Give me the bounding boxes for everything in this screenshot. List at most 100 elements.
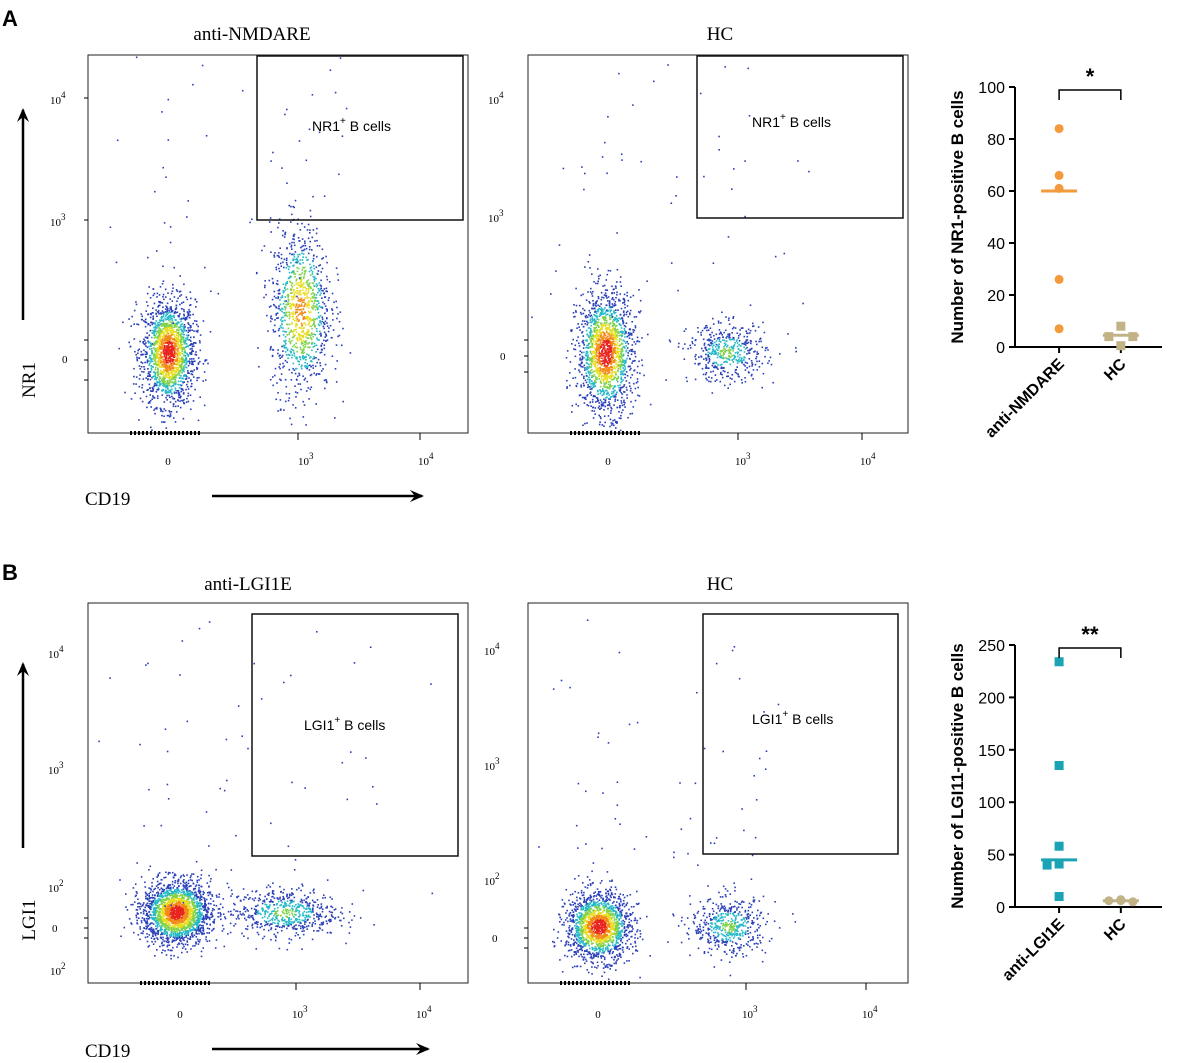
event-dot: [169, 317, 171, 319]
event-dot: [291, 371, 293, 374]
event-dot: [622, 361, 625, 363]
event-dot: [164, 356, 167, 359]
event-dot: [582, 356, 584, 359]
event-dot: [604, 373, 606, 375]
event-dot: [177, 337, 179, 340]
event-dot: [614, 385, 617, 388]
event-dot: [626, 305, 629, 307]
event-dot: [619, 405, 621, 407]
event-dot: [604, 371, 607, 373]
event-dot: [713, 334, 715, 337]
event-dot: [265, 293, 267, 296]
event-dot: [156, 381, 159, 384]
event-dot: [180, 328, 182, 331]
event-dot: [183, 283, 185, 286]
event-dot: [314, 305, 316, 308]
event-dot: [613, 303, 616, 305]
event-dot: [168, 364, 171, 366]
event-dot: [161, 421, 163, 423]
event-dot: [284, 378, 287, 381]
event-dot: [609, 336, 611, 338]
event-dot: [629, 313, 631, 316]
event-dot: [304, 297, 306, 299]
event-dot: [176, 364, 178, 366]
event-dot: [289, 276, 291, 279]
event-dot: [283, 236, 286, 238]
event-dot: [300, 279, 303, 281]
event-dot: [173, 266, 175, 269]
event-dot: [590, 346, 593, 348]
event-dot: [592, 395, 595, 398]
event-dot: [175, 371, 178, 373]
event-dot: [726, 346, 728, 348]
event-dot: [582, 366, 584, 368]
event-dot: [616, 348, 619, 350]
event-dot: [595, 337, 597, 339]
event-dot: [308, 128, 311, 131]
event-dot: [605, 350, 607, 353]
event-dot: [704, 347, 707, 349]
event-dot: [149, 329, 152, 332]
event-dot: [318, 339, 320, 341]
event-dot: [682, 347, 684, 350]
event-dot: [175, 359, 177, 362]
event-dot: [600, 313, 602, 316]
event-dot: [606, 386, 608, 388]
event-dot: [625, 313, 628, 316]
event-dot: [607, 376, 610, 379]
event-dot: [717, 354, 719, 356]
event-dot: [596, 370, 599, 372]
event-dot: [160, 313, 162, 315]
event-dot: [170, 371, 173, 374]
event-dot: [306, 280, 308, 282]
event-dot: [632, 350, 634, 353]
event-dot: [165, 386, 168, 388]
event-dot: [162, 324, 165, 326]
event-dot: [302, 340, 305, 342]
event-dot: [275, 266, 277, 269]
event-dot: [318, 264, 320, 267]
event-dot: [571, 329, 573, 331]
event-dot: [600, 378, 603, 380]
event-dot: [744, 348, 747, 350]
event-dot: [599, 392, 602, 395]
event-dot: [279, 325, 282, 327]
event-dot: [303, 305, 305, 308]
event-dot: [167, 325, 169, 327]
event-dot: [616, 350, 618, 352]
event-dot: [165, 348, 167, 351]
event-dot: [300, 297, 303, 299]
event-dot: [592, 375, 594, 378]
event-dot: [599, 330, 601, 332]
event-dot: [612, 324, 614, 327]
event-dot: [585, 372, 588, 375]
event-dot: [277, 263, 279, 266]
event-dot: [281, 345, 283, 348]
event-dot: [184, 375, 187, 377]
event-dot: [611, 306, 614, 308]
event-dot: [142, 341, 144, 344]
event-dot: [173, 391, 176, 393]
event-dot: [591, 376, 593, 379]
event-dot: [603, 316, 605, 319]
event-dot: [329, 324, 332, 327]
event-dot: [284, 113, 286, 116]
event-dot: [620, 317, 623, 319]
event-dot: [294, 273, 297, 275]
event-dot: [300, 388, 302, 391]
event-dot: [304, 365, 306, 367]
event-dot: [163, 408, 165, 410]
event-dot: [305, 336, 307, 338]
event-dot: [284, 314, 286, 317]
event-dot: [601, 351, 603, 354]
event-dot: [623, 299, 626, 302]
event-dot: [302, 277, 305, 280]
event-dot: [694, 344, 696, 346]
event-dot: [595, 312, 598, 315]
event-dot: [582, 347, 585, 349]
event-dot: [160, 409, 163, 411]
event-dot: [587, 372, 590, 374]
event-dot: [284, 231, 287, 234]
event-dot: [183, 330, 186, 332]
event-dot: [634, 343, 637, 345]
